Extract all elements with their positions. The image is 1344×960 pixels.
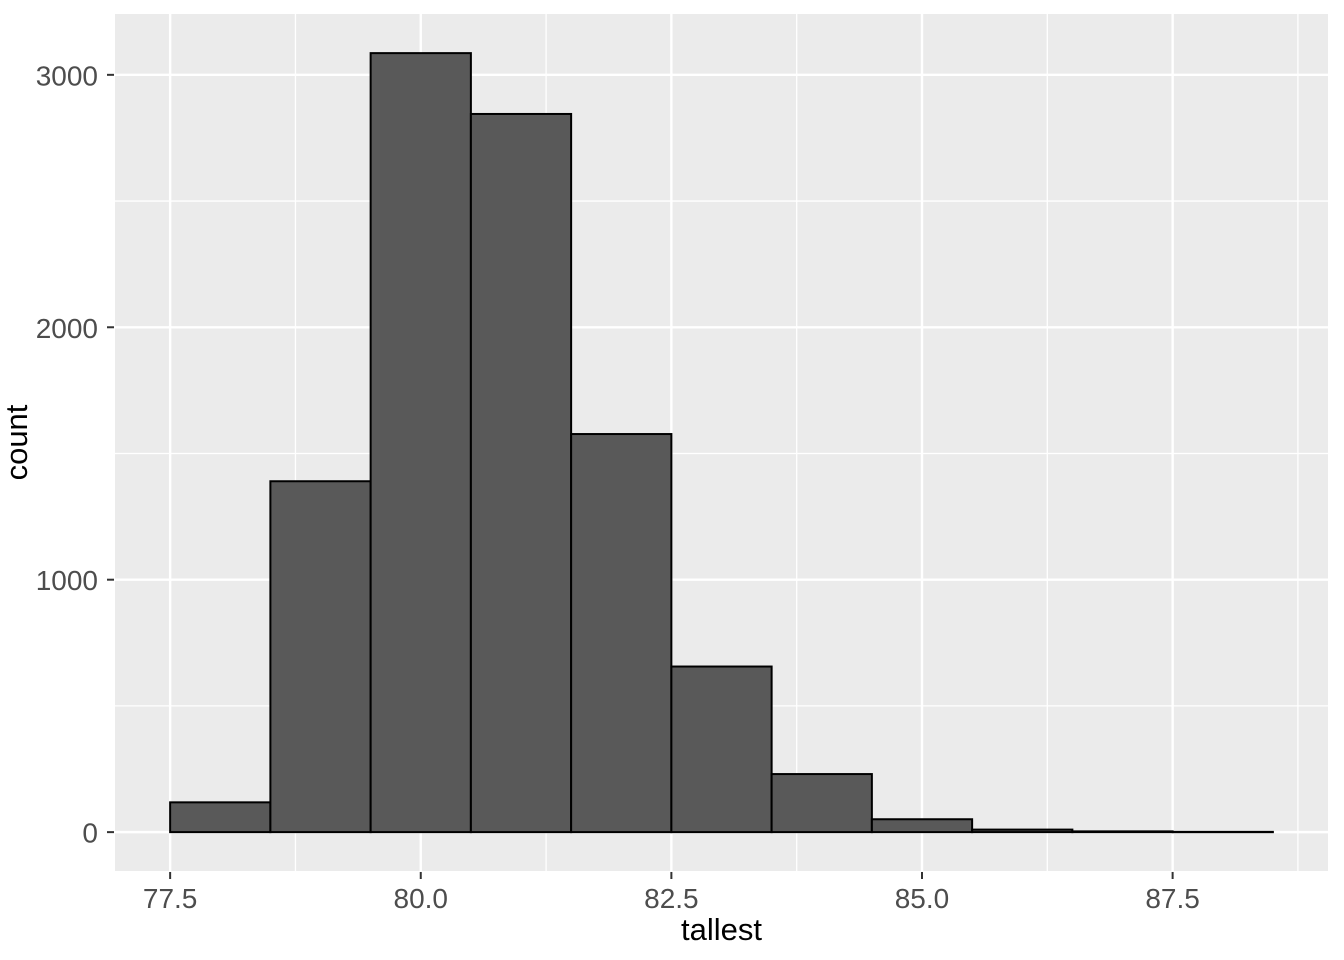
histogram-bar bbox=[971, 828, 1074, 834]
x-tick-label: 87.5 bbox=[1145, 883, 1200, 914]
axis-tick-labels: 77.5 80.0 82.5 85.0 87.5 0 1000 2000 3000 bbox=[36, 60, 1200, 914]
histogram-bar bbox=[570, 433, 673, 834]
axis-tick-marks bbox=[107, 73, 1174, 879]
histogram-bar bbox=[269, 480, 372, 834]
y-tick-label: 0 bbox=[82, 818, 98, 849]
x-tick-label: 82.5 bbox=[644, 883, 699, 914]
histogram-bar bbox=[169, 801, 272, 834]
y-axis-title: count bbox=[0, 404, 34, 480]
histogram-bars bbox=[169, 52, 1274, 834]
x-axis-title: tallest bbox=[681, 912, 762, 947]
histogram-bar bbox=[770, 773, 873, 834]
x-tick-label: 85.0 bbox=[895, 883, 950, 914]
histogram-bar bbox=[469, 112, 573, 834]
x-tick-label: 80.0 bbox=[394, 883, 449, 914]
x-tick-label: 77.5 bbox=[143, 883, 198, 914]
histogram-bar bbox=[369, 52, 472, 834]
histogram-bar bbox=[1071, 830, 1174, 834]
histogram-bar bbox=[870, 818, 974, 834]
histogram-bar bbox=[670, 665, 773, 834]
y-tick-label: 1000 bbox=[36, 565, 98, 596]
y-tick-label: 3000 bbox=[36, 60, 98, 91]
y-tick-label: 2000 bbox=[36, 313, 98, 344]
